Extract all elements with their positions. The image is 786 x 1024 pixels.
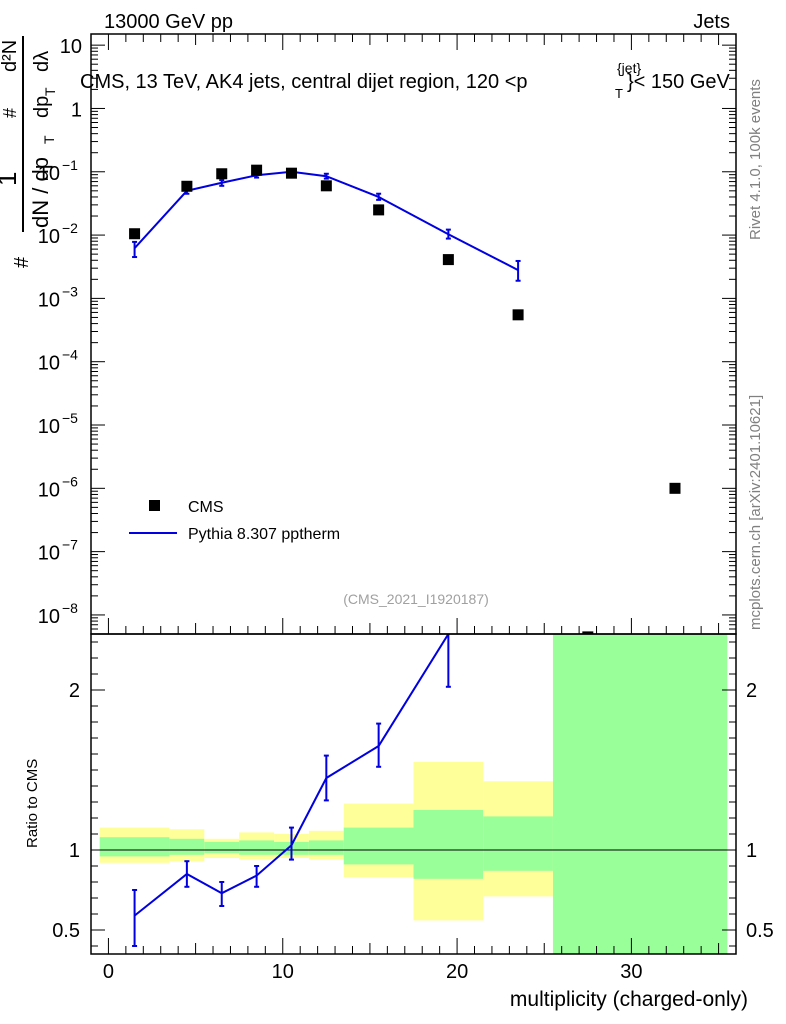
- main-panel-frame: [90, 33, 737, 635]
- analysis-watermark: (CMS_2021_I1920187): [343, 591, 489, 607]
- band-inner-1: [169, 838, 205, 855]
- main-pythia-errorbar-6: [376, 192, 382, 201]
- band-inner-3: [239, 840, 275, 855]
- ylabel-numerator-dpt-sub: T: [42, 87, 58, 96]
- cms-point-10: [669, 482, 681, 494]
- ratio-pythia-errorbar-1: [184, 860, 190, 888]
- main-y-axis-label: # 1 dN / dp T # d²N dp T dλ: [0, 36, 58, 268]
- ratio-pythia-errorbar-6: [376, 722, 382, 768]
- title-main: CMS, 13 TeV, AK4 jets, central dijet reg…: [80, 71, 528, 93]
- main-y-tick-exponent-9: −8: [62, 600, 78, 616]
- cms-point-5: [320, 180, 332, 192]
- band-inner-5: [308, 840, 344, 855]
- ratio-uncertainty-bands: [99, 634, 728, 954]
- main-y-tick-label-2: 10: [38, 163, 60, 185]
- cms-point-7: [442, 254, 454, 266]
- ratio-pythia-errorbar-0: [132, 889, 138, 947]
- header-left: 13000 GeV pp: [104, 11, 233, 33]
- ratio-y-tick-label-left-1: 1: [69, 840, 80, 862]
- ratio-pythia-errorbar-3: [254, 865, 260, 888]
- ratio-pythia-errorbar-5: [323, 754, 329, 802]
- title-sub: T: [615, 86, 623, 101]
- band-inner-7: [413, 810, 484, 879]
- ylabel-numerator-dl: dλ: [31, 51, 53, 72]
- ylabel-hash: #: [11, 256, 33, 268]
- ylabel-denominator: dN / dp: [28, 157, 53, 228]
- main-y-tick-label-7: 10: [38, 479, 60, 501]
- main-y-tick-label-4: 10: [38, 289, 60, 311]
- main-pythia-errorbar-2: [219, 179, 225, 187]
- main-y-tick-exponent-7: −6: [62, 473, 78, 489]
- band-inner-0: [99, 837, 170, 857]
- x-tick-label-2: 20: [446, 961, 468, 983]
- ylabel-denominator-sub: T: [41, 135, 57, 144]
- cms-point-2: [216, 168, 228, 180]
- legend-cms-marker: [149, 500, 160, 511]
- main-pythia-errorbar-0: [132, 240, 138, 259]
- legend-pythia-label: Pythia 8.307 pptherm: [188, 526, 340, 543]
- ratio-pythia-line: [133, 634, 450, 917]
- main-pythia-errorbar-8: [515, 259, 521, 282]
- plot-title: CMS, 13 TeV, AK4 jets, central dijet reg…: [80, 71, 528, 93]
- ratio-pythia-errorbar-2: [219, 881, 225, 907]
- main-y-tick-exponent-3: −2: [62, 220, 78, 236]
- x-axis-label: multiplicity (charged-only): [510, 988, 748, 1011]
- cms-point-1: [181, 180, 193, 192]
- x-tick-label-1: 10: [272, 961, 294, 983]
- main-y-tick-exponent-2: −1: [62, 157, 78, 173]
- main-y-tick-exponent-5: −4: [62, 347, 78, 363]
- ylabel-numerator-d2n: d²N: [0, 40, 21, 72]
- ylabel-numerator-hash: #: [0, 108, 20, 118]
- main-y-tick-exponent-8: −7: [62, 537, 78, 553]
- main-y-tick-exponent-6: −5: [62, 410, 78, 426]
- main-y-tick-label-9: 10: [38, 606, 60, 628]
- ratio-y-tick-label-left-2: 2: [69, 680, 80, 702]
- title-tail: }< 150 GeV: [627, 71, 731, 93]
- ratio-y-axis-label: Ratio to CMS: [24, 759, 41, 848]
- ratio-pythia-errorbar-4: [288, 826, 294, 861]
- ratio-panel-frame: [90, 633, 737, 955]
- x-tick-label-3: 30: [620, 961, 642, 983]
- main-series-group: [129, 164, 681, 634]
- cms-point-9: [582, 631, 594, 634]
- main-pythia-errorbar-7: [445, 228, 451, 240]
- ratio-pythia-errorbar-7: [445, 634, 451, 688]
- rivet-version-label: Rivet 4.1.0, 100k events: [747, 79, 764, 240]
- main-pythia-errorbar-5: [323, 172, 329, 180]
- ratio-y-tick-label-right-0: 0.5: [746, 920, 774, 942]
- ylabel-one: 1: [0, 172, 22, 186]
- ratio-pythia-series: [132, 634, 451, 947]
- band-inner-9: [552, 634, 728, 954]
- main-y-tick-label-1: 1: [71, 99, 82, 121]
- cms-point-6: [373, 204, 385, 216]
- main-y-tick-label-8: 10: [38, 543, 60, 565]
- band-inner-2: [204, 842, 240, 854]
- x-tick-label-0: 0: [103, 961, 114, 983]
- legend: CMS Pythia 8.307 pptherm: [129, 499, 340, 543]
- cms-point-3: [251, 164, 263, 176]
- mcplots-label: mcplots.cern.ch [arXiv:2401.10621]: [747, 394, 764, 630]
- main-y-tick-label-0: 10: [60, 36, 82, 58]
- ratio-y-tick-label-right-2: 2: [746, 680, 757, 702]
- cms-point-8: [512, 309, 524, 321]
- main-y-tick-label-5: 10: [38, 353, 60, 375]
- ratio-y-tick-label-left-0: 0.5: [52, 920, 80, 942]
- cms-point-4: [285, 167, 297, 179]
- band-inner-6: [343, 827, 414, 865]
- band-inner-8: [483, 816, 553, 871]
- main-y-tick-label-3: 10: [38, 226, 60, 248]
- main-y-tick-exponent-4: −3: [62, 283, 78, 299]
- title-sup: {jet}: [617, 60, 641, 76]
- cms-point-0: [129, 228, 141, 240]
- legend-cms-label: CMS: [188, 499, 224, 516]
- header-right: Jets: [693, 11, 730, 33]
- ratio-y-tick-label-right-1: 1: [746, 840, 757, 862]
- ylabel-numerator-dpt: dp: [31, 96, 53, 118]
- main-y-tick-label-6: 10: [38, 416, 60, 438]
